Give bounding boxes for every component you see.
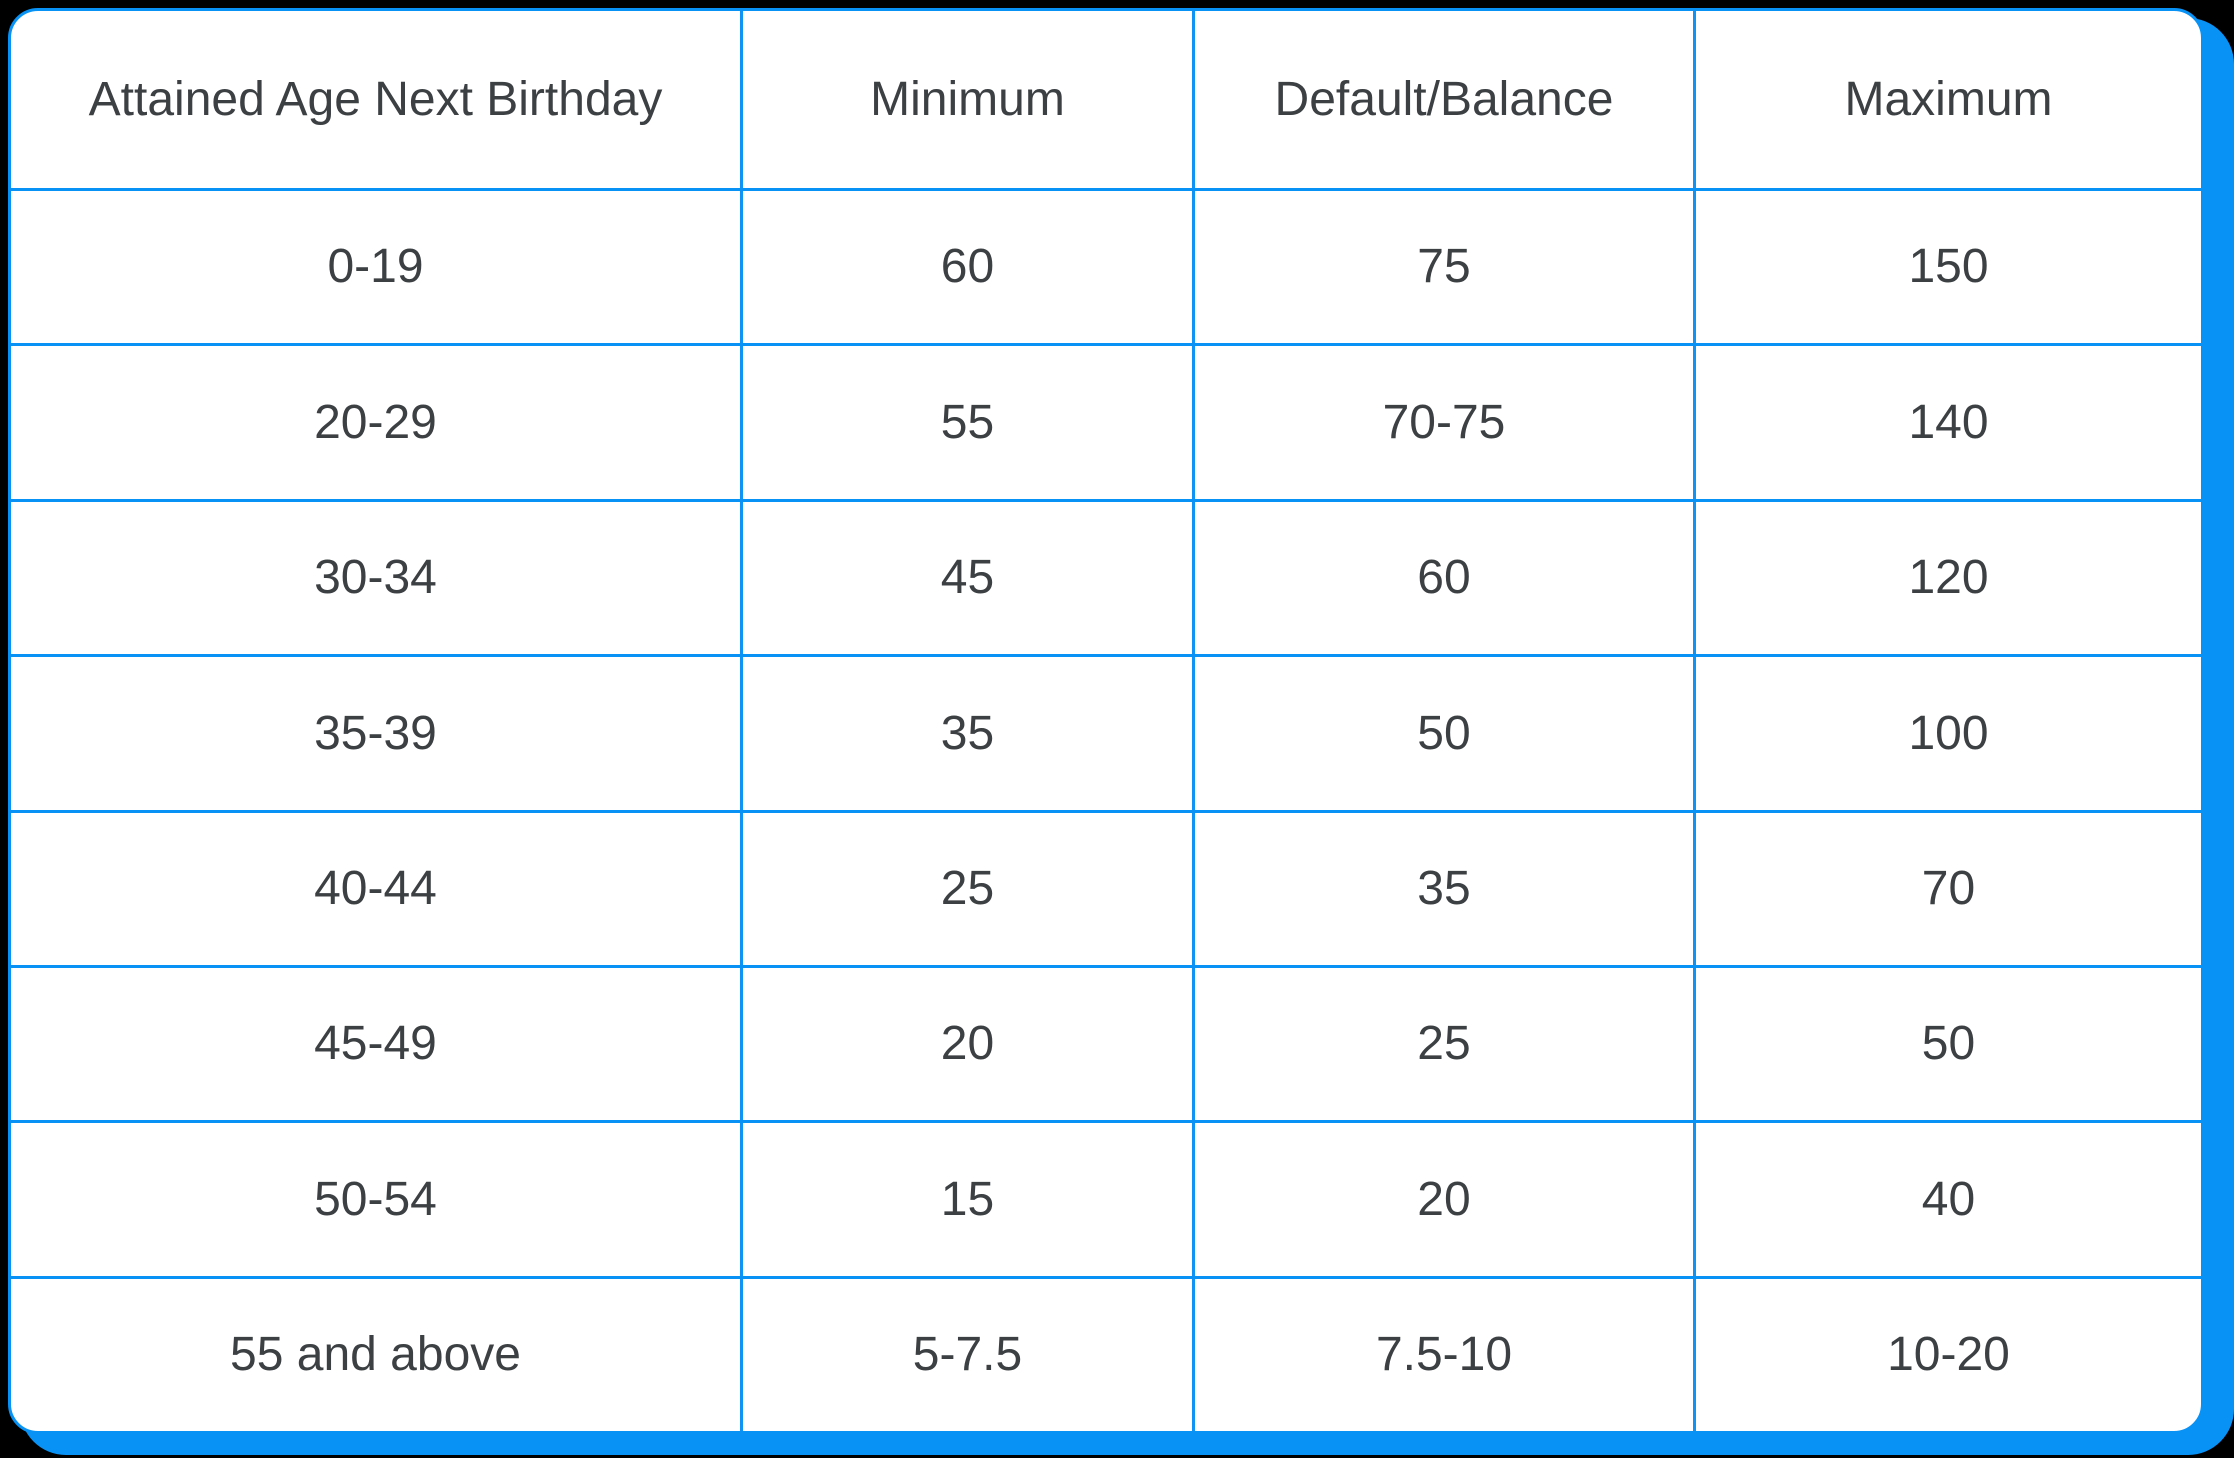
table-cell: 35 bbox=[743, 657, 1195, 810]
table-cell: 15 bbox=[743, 1123, 1195, 1276]
table-row: 30-34 45 60 120 bbox=[11, 501, 2201, 658]
table-cell: 60 bbox=[1195, 501, 1696, 655]
table-cell: 50 bbox=[1195, 657, 1696, 810]
table-row: 45-49 20 25 50 bbox=[11, 967, 2201, 1124]
table-cell: 45 bbox=[743, 501, 1195, 655]
header-default-balance: Default/Balance bbox=[1195, 11, 1696, 188]
table-row: 40-44 25 35 70 bbox=[11, 812, 2201, 968]
table-cell: 7.5-10 bbox=[1195, 1278, 1696, 1431]
table-cell: 25 bbox=[1195, 967, 1696, 1121]
table-cell: 20-29 bbox=[11, 346, 743, 499]
table-row: 50-54 15 20 40 bbox=[11, 1123, 2201, 1279]
table-body: 0-19 60 75 150 20-29 55 70-75 140 30-34 45 60 120 35… bbox=[11, 191, 2201, 1431]
table-cell: 70 bbox=[1921, 861, 1976, 915]
table-cell: 150 bbox=[1908, 240, 1989, 294]
table-cell: 35 bbox=[1195, 812, 1696, 965]
table-cell: 50 bbox=[1921, 1017, 1976, 1071]
table-header-row: Attained Age Next Birthday Minimum Defau… bbox=[11, 11, 2201, 191]
table-cell: 70-75 bbox=[1195, 346, 1696, 499]
table-cell: 120 bbox=[1908, 551, 1989, 605]
table-cell: 5-7.5 bbox=[743, 1278, 1195, 1431]
header-maximum: Maximum bbox=[1844, 72, 2053, 126]
table-cell: 55 and above bbox=[11, 1278, 743, 1431]
table-cell: 20 bbox=[743, 967, 1195, 1121]
table-cell: 75 bbox=[1195, 191, 1696, 344]
table-cell: 60 bbox=[743, 191, 1195, 344]
header-attained-age: Attained Age Next Birthday bbox=[11, 11, 743, 188]
table-cell: 35-39 bbox=[11, 657, 743, 810]
table-cell: 45-49 bbox=[11, 967, 743, 1121]
table-cell: 50-54 bbox=[11, 1123, 743, 1276]
table-row: 35-39 35 50 100 bbox=[11, 657, 2201, 813]
table-cell: 25 bbox=[743, 812, 1195, 965]
table-cell: 100 bbox=[1908, 706, 1989, 760]
table-cell: 140 bbox=[1908, 395, 1989, 449]
table-cell: 40 bbox=[1921, 1172, 1976, 1226]
table-row: 20-29 55 70-75 140 bbox=[11, 346, 2201, 502]
table-row: 55 and above 5-7.5 7.5-10 10-20 bbox=[11, 1278, 2201, 1431]
table-cell: 40-44 bbox=[11, 812, 743, 965]
table-cell: 20 bbox=[1195, 1123, 1696, 1276]
header-minimum: Minimum bbox=[743, 11, 1195, 188]
table-row: 0-19 60 75 150 bbox=[11, 191, 2201, 347]
age-benefit-table-card: Attained Age Next Birthday Minimum Defau… bbox=[8, 8, 2204, 1434]
table-cell: 30-34 bbox=[11, 501, 743, 655]
table-cell: 0-19 bbox=[11, 191, 743, 344]
table-cell: 55 bbox=[743, 346, 1195, 499]
table-cell: 10-20 bbox=[1887, 1328, 2010, 1382]
